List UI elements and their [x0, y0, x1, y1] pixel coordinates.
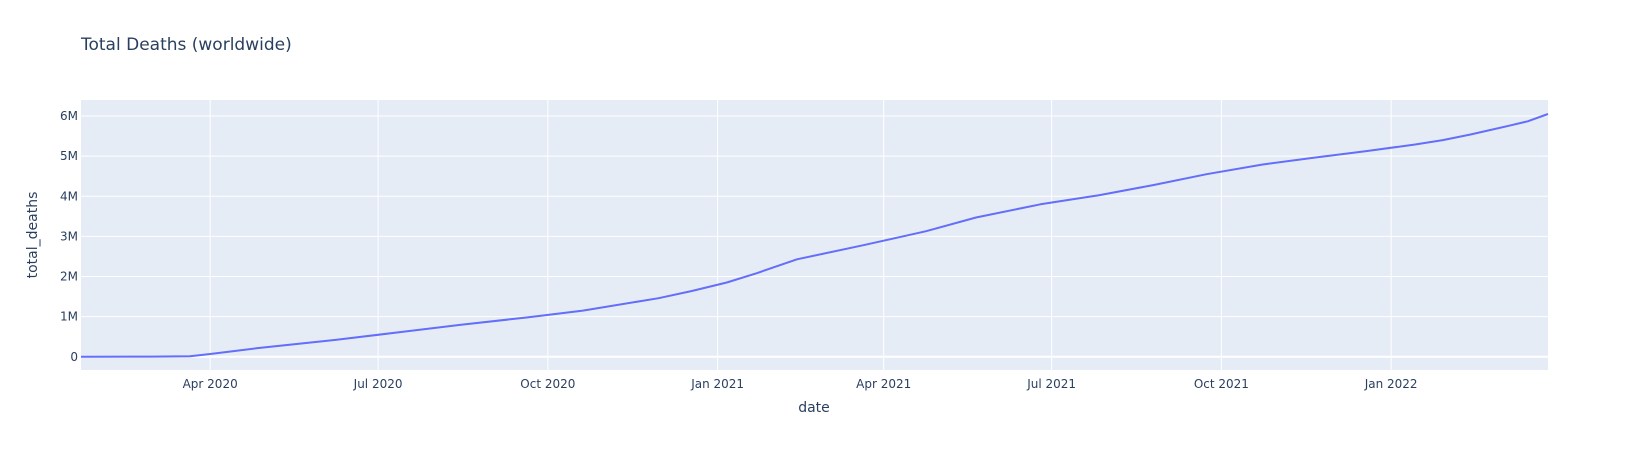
x-tick-label: Jul 2020: [353, 377, 403, 391]
y-tick-label: 1M: [60, 310, 78, 324]
x-tick-label: Jul 2021: [1026, 377, 1076, 391]
x-tick-label: Oct 2020: [520, 377, 575, 391]
y-tick-label: 5M: [60, 149, 78, 163]
x-tick-label: Apr 2020: [183, 377, 238, 391]
x-axis-ticks: Apr 2020 Jul 2020 Oct 2020 Jan 2021 Apr 2021…: [183, 377, 1418, 391]
y-axis-ticks: 0 1M 2M 3M 4M 5M 6M: [60, 109, 78, 364]
chart-title: Total Deaths (worldwide): [80, 35, 292, 55]
x-tick-label: Jan 2021: [690, 377, 744, 391]
x-tick-label: Oct 2021: [1194, 377, 1249, 391]
y-tick-label: 6M: [60, 109, 78, 123]
y-axis-title: total_deaths: [25, 192, 41, 279]
x-axis-title: date: [798, 400, 830, 416]
x-tick-label: Apr 2021: [856, 377, 911, 391]
plot-area: [81, 100, 1548, 370]
y-tick-label: 4M: [60, 189, 78, 203]
y-tick-label: 3M: [60, 229, 78, 243]
y-tick-label: 2M: [60, 270, 78, 284]
y-tick-label: 0: [70, 350, 78, 364]
x-tick-label: Jan 2022: [1364, 377, 1418, 391]
